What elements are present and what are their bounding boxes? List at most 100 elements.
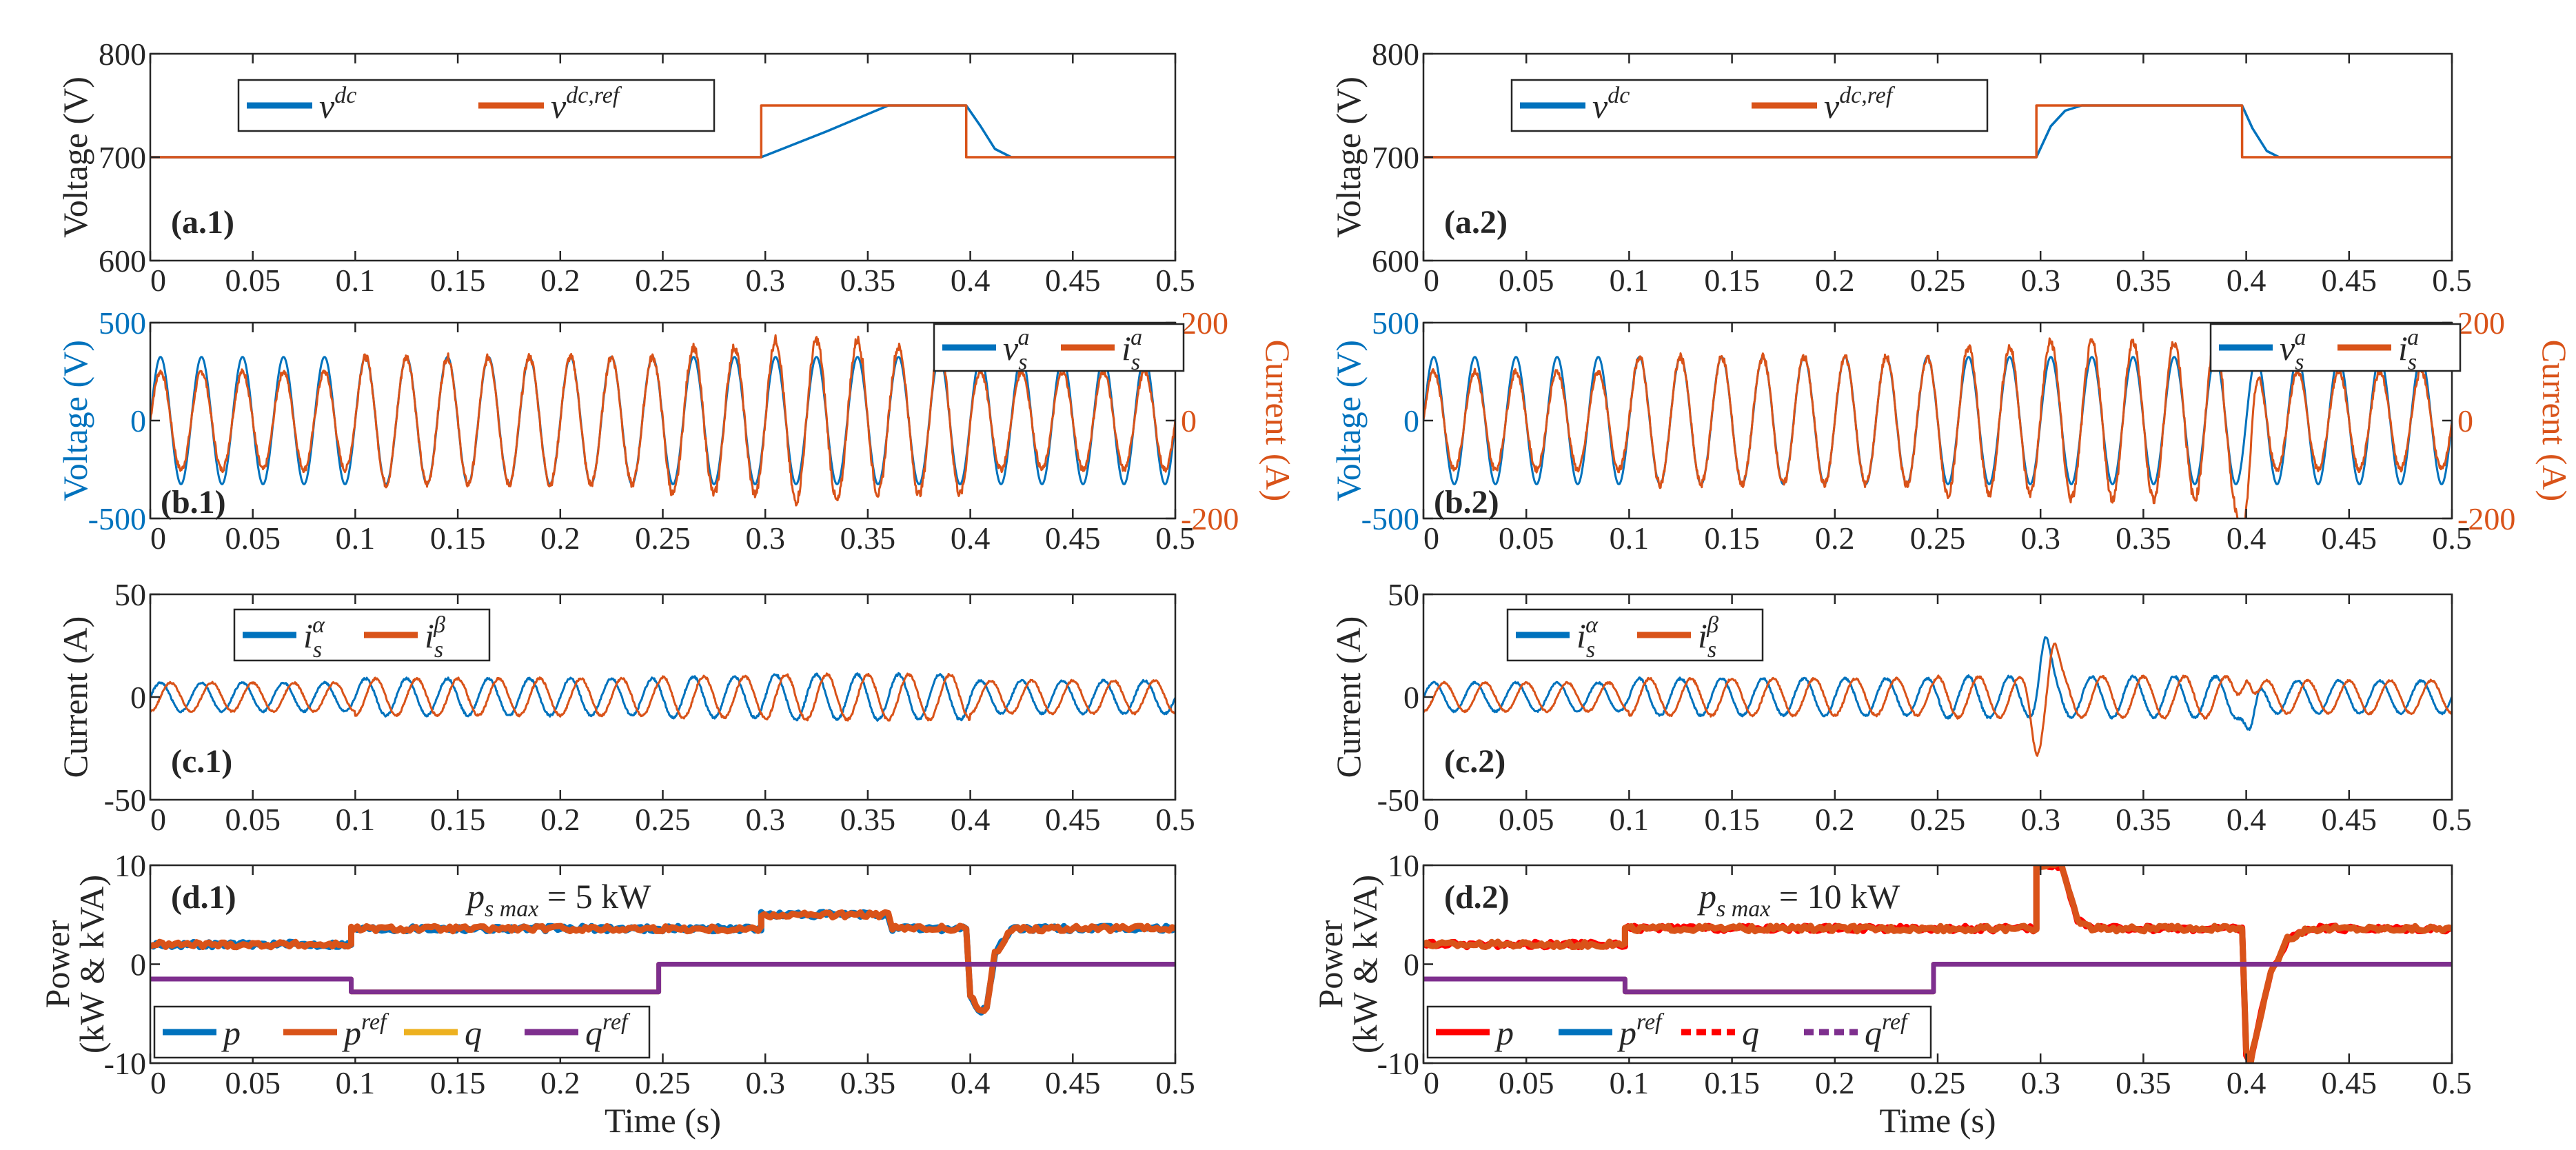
x-tick-label: 0.2 <box>540 802 580 837</box>
x-tick-label: 0.45 <box>2322 1065 2377 1100</box>
x-tick-label: 0.45 <box>1045 263 1101 298</box>
legend-entry: isa <box>2398 325 2419 375</box>
x-tick-label: 0.4 <box>2227 802 2266 837</box>
x-tick-label: 0.2 <box>1815 521 1855 556</box>
x-tick-label: 0.5 <box>2432 263 2472 298</box>
x-tick-label: 0.05 <box>1499 263 1554 298</box>
x-tick-label: 0.15 <box>430 802 486 837</box>
series-i-s-beta <box>1423 642 2452 757</box>
y-tick-label: 0 <box>1403 403 1419 438</box>
plot-area-b2 <box>1423 337 2452 518</box>
x-tick-label: 0.5 <box>1155 263 1195 298</box>
power-limit-annotation: ps max = 5 kW <box>465 877 651 922</box>
y-tick-label: 0 <box>1403 947 1419 982</box>
x-tick-label: 0.05 <box>1499 1065 1554 1100</box>
y-axis-label: Voltage (V) <box>56 340 94 501</box>
y-tick-label: 10 <box>1388 848 1419 883</box>
legend-entry: qref <box>585 1009 631 1052</box>
legend-entry: vdc <box>1592 83 1630 125</box>
x-tick-label: 0.1 <box>1610 1065 1650 1100</box>
x-tick-label: 0.25 <box>1910 1065 1966 1100</box>
y-tick-label: 50 <box>1388 577 1419 612</box>
panel-label: (d.2) <box>1444 879 1510 916</box>
y-right-tick-label: 200 <box>2457 305 2505 341</box>
y-tick-label: -10 <box>104 1046 146 1081</box>
x-tick-label: 0 <box>1423 263 1439 298</box>
x-tick-label: 0.1 <box>336 1065 376 1100</box>
series-p-ref <box>1423 865 2452 1063</box>
x-tick-label: 0.3 <box>745 802 785 837</box>
panel-label: (b.1) <box>161 484 226 521</box>
x-tick-label: 0.2 <box>1815 802 1855 837</box>
legend-entry: p <box>221 1013 241 1052</box>
chart-a1: 0 0.05 0.1 0.15 0.2 0.25 0.3 0.35 0.4 0.45 0.5 600 7… <box>56 37 1195 298</box>
x-tick-label: 0.05 <box>1499 802 1554 837</box>
x-axis-label: Time (s) <box>605 1101 721 1140</box>
series-p-ref <box>150 909 1175 1014</box>
series-i-s-alpha <box>150 672 1175 722</box>
legend: p pref q qref <box>153 1005 651 1059</box>
x-tick-label: 0.1 <box>336 263 376 298</box>
x-tick-label: 0.05 <box>225 263 281 298</box>
legend-entry: p <box>1494 1013 1514 1052</box>
x-tick-label: 0.15 <box>1704 263 1760 298</box>
legend: vsa isa <box>933 323 1185 375</box>
y-tick-label: -500 <box>88 501 146 536</box>
y-axis-label-2: (kW & kVA) <box>72 875 111 1053</box>
x-tick-label: 0 <box>1423 521 1439 556</box>
y-tick-label: -500 <box>1361 501 1419 536</box>
y-right-tick-label: -200 <box>2457 501 2515 536</box>
panel-label: (c.2) <box>1444 743 1505 780</box>
panel-label: (b.2) <box>1434 484 1499 521</box>
y-tick-label: 500 <box>99 305 146 341</box>
x-tick-label: 0 <box>1423 1065 1439 1100</box>
x-tick-label: 0.35 <box>840 521 896 556</box>
x-tick-label: 0.3 <box>745 1065 785 1100</box>
y-tick-label: 800 <box>1372 37 1419 72</box>
x-tick-label: 0.1 <box>1610 521 1650 556</box>
x-tick-label: 0.5 <box>1155 802 1195 837</box>
plot-area-a2 <box>1423 104 2452 159</box>
legend-box <box>1426 1005 1932 1059</box>
panel-label: (a.1) <box>171 204 234 241</box>
y-tick-label: 600 <box>99 243 146 279</box>
plot-area-d1 <box>150 909 1175 1016</box>
plot-area-a1 <box>150 104 1175 159</box>
chart-c1: 0 0.05 0.1 0.15 0.2 0.25 0.3 0.35 0.4 0.45 0.5-500… <box>56 577 1195 837</box>
chart-c2: 0 0.05 0.1 0.15 0.2 0.25 0.3 0.35 0.4 0.45 0.5-500… <box>1329 577 2472 837</box>
legend-entry: vdc,ref <box>551 83 622 125</box>
x-tick-label: 0.5 <box>2432 802 2472 837</box>
legend-entry: vsa <box>2280 325 2306 375</box>
plot-area-d2 <box>1423 865 2452 1063</box>
x-tick-label: 0 <box>150 521 166 556</box>
x-tick-label: 0.35 <box>2116 802 2171 837</box>
x-tick-label: 0 <box>150 263 166 298</box>
legend-entry: q <box>465 1013 482 1052</box>
y-axis-label: Current (A) <box>1329 616 1368 778</box>
legend-entry: pref <box>1617 1009 1665 1052</box>
x-tick-label: 0 <box>1423 802 1439 837</box>
x-tick-label: 0.45 <box>1045 802 1101 837</box>
chart-b1: 0 0.05 0.1 0.15 0.2 0.25 0.3 0.35 0.4 0.45 0.5 -500… <box>56 305 1297 556</box>
x-tick-label: 0.05 <box>225 802 281 837</box>
legend-entry: isβ <box>425 612 445 663</box>
x-tick-label: 0.35 <box>840 263 896 298</box>
x-tick-label: 0.3 <box>745 521 785 556</box>
x-tick-label: 0.35 <box>2116 521 2171 556</box>
legend-entry: vdc <box>319 83 356 125</box>
legend-entry: vdc,ref <box>1824 83 1896 125</box>
legend-entry: isα <box>303 612 325 663</box>
legend: isα isβ <box>1506 608 1764 663</box>
plot-area-c2 <box>1423 636 2452 757</box>
x-tick-label: 0.35 <box>2116 1065 2171 1100</box>
x-tick-label: 0.15 <box>430 521 486 556</box>
x-tick-label: 0.15 <box>1704 1065 1760 1100</box>
panel-label: (a.2) <box>1444 204 1508 241</box>
legend: isα isβ <box>233 608 491 663</box>
x-tick-label: 0.4 <box>2227 1065 2266 1100</box>
y-tick-label: 0 <box>1403 680 1419 715</box>
legend-entry: isα <box>1576 612 1599 663</box>
chart-d2: 0 0.05 0.1 0.15 0.2 0.25 0.3 0.35 0.4 0.45 0.5-100… <box>1311 848 2472 1140</box>
legend-entry: vsa <box>1003 325 1029 375</box>
